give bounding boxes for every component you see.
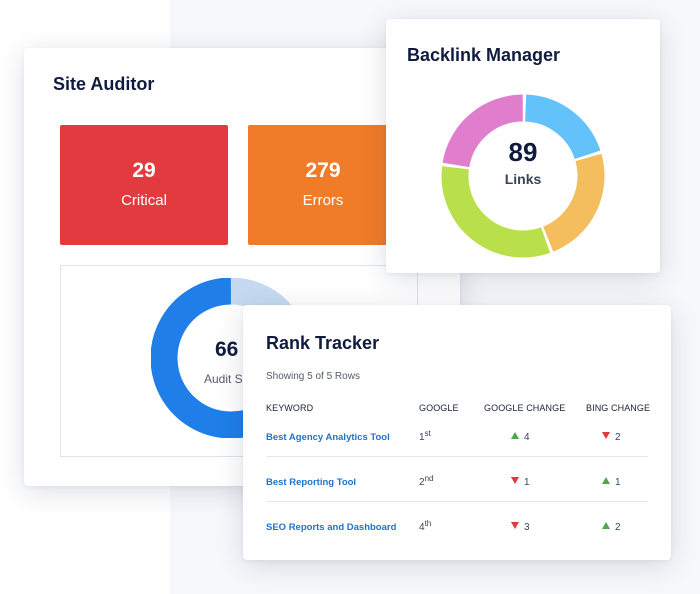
backlink-donut-chart <box>441 94 605 258</box>
column-header-keyword[interactable]: KEYWORD <box>266 403 314 413</box>
backlink-manager-card: Backlink Manager 89 Links <box>386 19 660 273</box>
google-change: 1 <box>511 477 530 488</box>
keyword-link[interactable]: SEO Reports and Dashboard <box>266 522 397 533</box>
column-header-google[interactable]: GOOGLE <box>419 403 459 413</box>
keyword-link[interactable]: Best Reporting Tool <box>266 477 357 488</box>
backlink-segment-4 <box>442 94 524 168</box>
column-header-bing-change[interactable]: BING CHANGE <box>586 403 651 413</box>
google-change: 4 <box>511 432 530 443</box>
column-header-google-change[interactable]: GOOGLE CHANGE <box>484 403 566 413</box>
down-arrow-icon <box>602 432 610 439</box>
bing-change: 1 <box>602 477 621 488</box>
rank-tracker-title: Rank Tracker <box>266 333 380 353</box>
errors-count: 279 <box>305 159 341 182</box>
down-arrow-icon <box>511 477 519 484</box>
errors-label: Errors <box>302 192 344 209</box>
backlink-segment-1 <box>524 94 601 160</box>
google-rank: 4th <box>419 519 432 533</box>
table-row: Best Reporting Tool 2nd 1 1 <box>266 457 648 502</box>
bing-change: 2 <box>602 432 621 443</box>
up-arrow-icon <box>602 477 610 484</box>
backlink-total: 89 <box>508 137 538 167</box>
rows-count-text: Showing 5 of 5 Rows <box>266 371 360 382</box>
table-row: SEO Reports and Dashboard 4th 3 2 <box>266 502 648 547</box>
audit-score-value: 66 <box>215 338 239 361</box>
errors-stat-tile[interactable]: 279 Errors <box>248 125 398 245</box>
critical-count: 29 <box>132 159 156 182</box>
critical-label: Critical <box>121 192 167 209</box>
google-rank: 1st <box>419 429 431 443</box>
up-arrow-icon <box>511 432 519 439</box>
keyword-link[interactable]: Best Agency Analytics Tool <box>266 432 390 443</box>
rank-tracker-card: Rank Tracker Showing 5 of 5 Rows KEYWORD… <box>243 305 671 560</box>
google-change: 3 <box>511 522 530 533</box>
google-rank: 2nd <box>419 474 434 488</box>
critical-stat-tile[interactable]: 29 Critical <box>60 125 228 245</box>
backlink-segment-3 <box>441 166 551 258</box>
audit-score-label: Audit S <box>204 372 243 386</box>
table-row: Best Agency Analytics Tool 1st 4 2 <box>266 412 648 457</box>
down-arrow-icon <box>511 522 519 529</box>
bing-change: 2 <box>602 522 621 533</box>
backlink-total-label: Links <box>504 171 542 187</box>
site-auditor-title: Site Auditor <box>53 74 155 94</box>
backlink-segment-2 <box>542 153 605 252</box>
backlink-manager-title: Backlink Manager <box>407 45 561 65</box>
up-arrow-icon <box>602 522 610 529</box>
